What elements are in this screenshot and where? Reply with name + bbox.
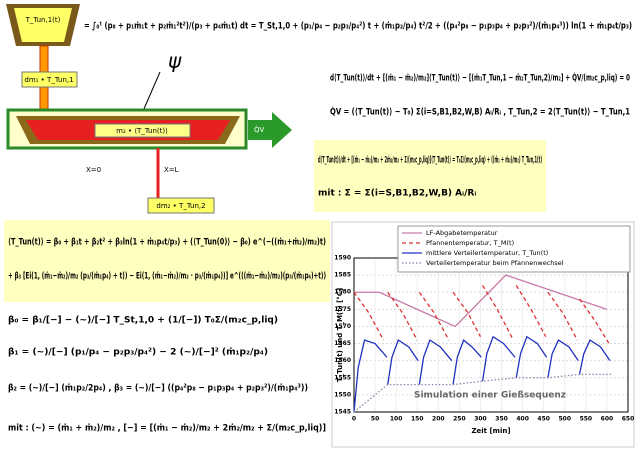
x-tick-label: 200 — [432, 416, 445, 423]
x-tick-label: 150 — [411, 416, 424, 423]
x-tick-label: 500 — [559, 416, 572, 423]
equation-sigma: mit : Σ = Σ(i=S,B1,B2,W,B) Aᵢ/Rᵢ — [318, 189, 476, 199]
y-tick-label: 1545 — [334, 409, 351, 416]
equation-beta: β₀ = β₁/[−] − (~)/[−] T_St,1,0 + (1/[−])… — [8, 316, 278, 326]
x-tick-label: 0 — [352, 416, 356, 423]
x-tick-label: 450 — [537, 416, 550, 423]
x-tick-label: 300 — [474, 416, 487, 423]
equation-top: = ∫₀ᵗ (p₈ + p₁ṁ₁t + p₂ṁ₁²t²)/(p₃ + p₄ṁ₁t… — [84, 22, 632, 32]
y-tick-label: 1550 — [334, 391, 351, 398]
legend-label: mittlere Verteilertemperatur, T_Tun(t) — [426, 249, 548, 257]
equation-beta: β₁ = (~)/[−] (p₁/p₄ − p₂p₃/p₄²) − 2 (~)/… — [8, 348, 268, 358]
xl-label: X=L — [164, 166, 179, 174]
ode-box — [314, 140, 546, 212]
x0-label: X=0 — [86, 166, 101, 174]
y-tick-label: 1585 — [334, 272, 351, 279]
x-tick-label: 550 — [580, 416, 593, 423]
equation-solution: ⟨T_Tun(t)⟩ = β₀ + β₁t + β₂t² + β₃ln(1 + … — [8, 238, 326, 248]
y-tick-label: 1590 — [334, 255, 351, 262]
inflow-label: dm₁ • T_Tun,1 — [24, 76, 73, 84]
x-tick-label: 600 — [601, 416, 614, 423]
x-tick-label: 400 — [516, 416, 529, 423]
ladle-label: T_Tun,1(t) — [25, 16, 61, 24]
legend-label: Verteilertemperatur beim Pfannenwechsel — [426, 259, 564, 267]
ladle-inner — [14, 8, 72, 42]
x-tick-label: 350 — [495, 416, 508, 423]
psi: ψ — [168, 49, 182, 73]
x-tick-label: 250 — [453, 416, 466, 423]
equation-solution: + β₃ [Ei(1, (ṁ₁−ṁ₂)/m₂ (p₃/(ṁ₁p₄) + t)) … — [8, 272, 326, 282]
equation-beta: β₂ = (~)/[−] (ṁ₁p₂/2p₄) , β₃ = (~)/[−] (… — [8, 384, 308, 394]
outflow-label: dm₂ • T_Tun,2 — [156, 202, 205, 210]
equation-mit: mit : (~) = (ṁ₁ + ṁ₂)/m₂ , [−] = [(ṁ₁ − … — [8, 424, 326, 434]
equation-ode: d⟨T_Tun(t)⟩/dt + [(ṁ₁ − ṁ₂)/m₂ + 2ṁ₂/m₂ … — [318, 156, 542, 166]
x-axis-label: Zeit [min] — [471, 427, 510, 435]
mass-label: m₂ • ⟨T_Tun(t)⟩ — [116, 127, 168, 135]
annotation: Simulation einer Gießsequenz — [414, 391, 566, 401]
equation-heat: Q̇V = (⟨T_Tun(t)⟩ − T₀) Σ(i=S,B1,B2,W,B)… — [330, 106, 630, 118]
y-axis-label: T_Tun(t) und T_M(t) [°C] — [336, 288, 344, 382]
solution-box — [4, 220, 330, 302]
legend-label: Pfannentemperatur, T_M(t) — [426, 239, 514, 247]
x-tick-label: 100 — [390, 416, 403, 423]
equation-balance: d⟨T_Tun(t)⟩/dt + [(ṁ₁ − ṁ₂)/m₂]⟨T_Tun(t)… — [330, 72, 630, 84]
x-tick-label: 50 — [371, 416, 379, 423]
heat-label: Q̇V — [254, 126, 265, 134]
x-tick-label: 650 — [622, 416, 635, 423]
legend-label: LF-Abgabetemperatur — [426, 229, 498, 237]
slide: T_Tun,1(t) dm₁ • T_Tun,1 ψ m₂ • ⟨T_Tun(t… — [0, 0, 637, 450]
